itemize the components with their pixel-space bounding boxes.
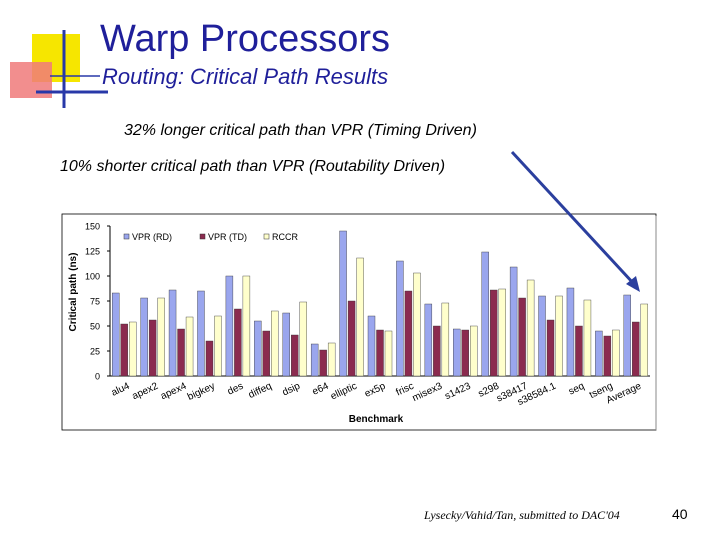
y-tick-label: 150 xyxy=(85,222,100,232)
bar-apex2-vpr-td- xyxy=(148,319,157,377)
bar-s1423-vpr-rd- xyxy=(453,328,461,377)
bar-ex5p-vpr-td- xyxy=(376,329,384,377)
footer-reference: Lysecky/Vahid/Tan, submitted to DAC'04 xyxy=(424,508,620,522)
bar-dsip-rccr xyxy=(299,301,307,377)
bar-e64-rccr xyxy=(327,342,336,377)
legend-label: RCCR xyxy=(272,232,298,242)
annotation-arrowhead xyxy=(626,276,640,292)
bar-seq-vpr-td- xyxy=(575,325,583,377)
bar-bigkey-rccr xyxy=(214,315,222,377)
bar-dsip-vpr-td- xyxy=(291,334,299,377)
bar-tseng-vpr-rd- xyxy=(595,330,603,377)
legend-swatch xyxy=(263,233,270,240)
legend-swatch xyxy=(199,233,206,240)
bar-diffeq-rccr xyxy=(271,310,279,377)
legend-label: VPR (TD) xyxy=(208,232,247,242)
bar-s38584.1-rccr xyxy=(555,295,563,377)
bar-apex2-rccr xyxy=(157,297,165,377)
bar-des-vpr-td- xyxy=(234,308,242,377)
bar-seq-vpr-rd- xyxy=(566,287,575,377)
y-axis-label: Critical path (ns) xyxy=(68,253,79,332)
bar-s1423-vpr-td- xyxy=(461,329,469,377)
y-tick-label: 125 xyxy=(85,247,100,257)
bar-bigkey-vpr-td- xyxy=(205,340,214,377)
bar-alu4-rccr xyxy=(129,321,137,377)
bar-tseng-rccr xyxy=(612,329,620,377)
bar-apex2-vpr-rd- xyxy=(140,297,148,377)
note-longer-critical-path: 32% longer critical path than VPR (Timin… xyxy=(124,122,477,139)
bar-des-rccr xyxy=(242,275,251,377)
note-shorter-critical-path: 10% shorter critical path than VPR (Rout… xyxy=(60,158,446,175)
y-tick-label: 75 xyxy=(90,297,100,307)
bar-tseng-vpr-td- xyxy=(603,335,612,377)
slide-title: Warp Processors xyxy=(100,18,390,60)
bar-ex5p-rccr xyxy=(384,330,393,377)
bar-frisc-vpr-rd- xyxy=(396,260,404,377)
bar-s38417-vpr-td- xyxy=(518,297,526,377)
bar-apex4-vpr-td- xyxy=(177,328,185,377)
bar-des-vpr-rd- xyxy=(225,275,234,377)
x-axis-label: Benchmark xyxy=(349,414,404,425)
bar-seq-rccr xyxy=(583,299,592,377)
bar-s298-rccr xyxy=(498,288,506,377)
bar-ex5p-vpr-rd- xyxy=(367,315,376,377)
bar-frisc-vpr-td- xyxy=(404,290,413,377)
bar-alu4-vpr-rd- xyxy=(112,292,120,377)
bar-s1423-rccr xyxy=(470,325,478,377)
bar-s298-vpr-td- xyxy=(489,289,498,377)
legend-swatch xyxy=(123,233,130,240)
bar-diffeq-vpr-td- xyxy=(262,330,271,377)
bar-elliptic-vpr-td- xyxy=(347,300,356,377)
legend-label: VPR (RD) xyxy=(132,232,172,242)
bar-apex4-rccr xyxy=(185,316,194,377)
bar-e64-vpr-rd- xyxy=(310,343,319,377)
bar-alu4-vpr-td- xyxy=(120,323,128,377)
y-tick-label: 50 xyxy=(90,322,100,332)
bar-s38584.1-vpr-td- xyxy=(546,319,555,377)
legend: VPR (RD) VPR (TD) RCCR xyxy=(123,232,298,242)
y-tick-label: 25 xyxy=(90,347,100,357)
bars xyxy=(112,230,648,377)
y-tick-label: 0 xyxy=(95,372,100,382)
bar-bigkey-vpr-rd- xyxy=(197,290,205,377)
bar-Average-vpr-td- xyxy=(632,321,640,377)
bar-apex4-vpr-rd- xyxy=(168,289,177,377)
bar-elliptic-rccr xyxy=(356,257,364,377)
bar-s298-vpr-rd- xyxy=(481,251,489,377)
slide-logo xyxy=(10,30,108,108)
bar-diffeq-vpr-rd- xyxy=(254,320,262,377)
bar-misex3-rccr xyxy=(441,302,450,377)
bar-elliptic-vpr-rd- xyxy=(339,230,347,377)
bar-s38417-vpr-rd- xyxy=(509,266,518,377)
bar-misex3-vpr-rd- xyxy=(424,303,433,377)
page-number: 40 xyxy=(672,506,688,522)
bar-dsip-vpr-rd- xyxy=(282,312,290,377)
bar-s38584.1-vpr-rd- xyxy=(538,295,546,377)
bar-Average-rccr xyxy=(640,303,648,377)
bar-e64-vpr-td- xyxy=(319,349,327,377)
bar-misex3-vpr-td- xyxy=(433,325,441,377)
slide-subtitle: Routing: Critical Path Results xyxy=(102,64,389,89)
bar-Average-vpr-rd- xyxy=(623,294,631,377)
annotation-arrow xyxy=(510,150,636,286)
bar-frisc-rccr xyxy=(413,272,421,377)
y-tick-label: 100 xyxy=(85,272,100,282)
bar-s38417-rccr xyxy=(526,279,535,377)
